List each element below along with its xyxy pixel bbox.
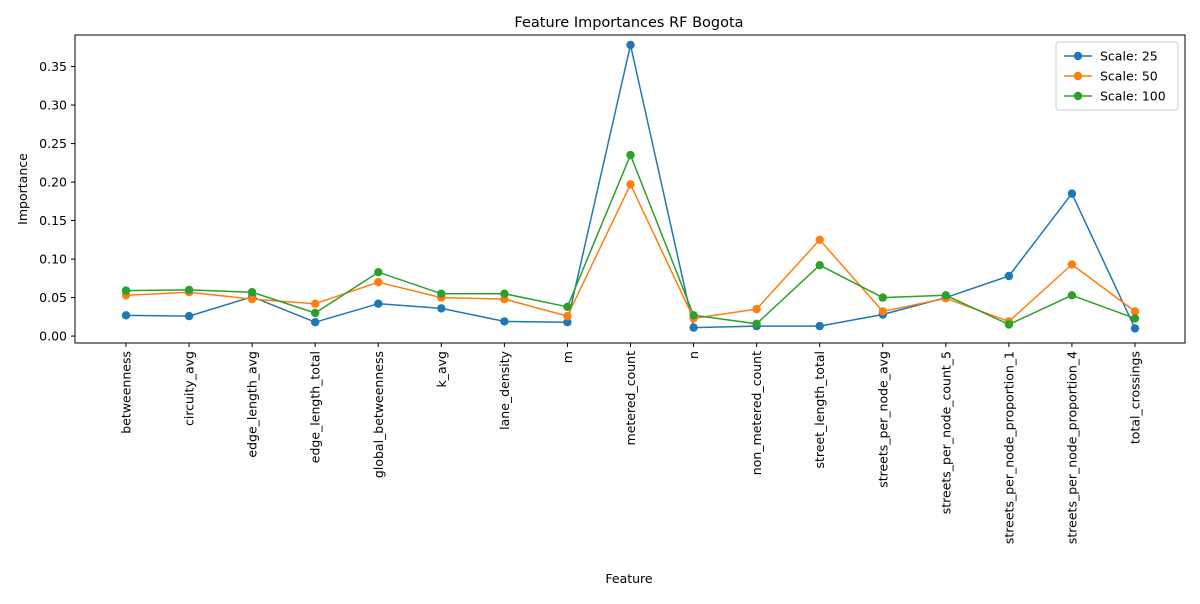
- y-tick-label: 0.05: [39, 290, 67, 305]
- data-point: [1004, 320, 1014, 329]
- x-tick-label: streets_per_node_avg: [875, 351, 890, 488]
- series-2: [121, 180, 1140, 326]
- data-point: [500, 317, 509, 326]
- data-point: [1130, 307, 1140, 316]
- y-tick-label: 0.00: [39, 329, 67, 344]
- x-tick-label: k_avg: [434, 351, 449, 387]
- data-point: [815, 261, 824, 270]
- x-tick-label: non_metered_count: [749, 351, 764, 475]
- data-point: [311, 308, 320, 318]
- plot-frame: [74, 34, 1186, 344]
- data-point: [689, 311, 698, 320]
- data-point: [1067, 189, 1077, 198]
- legend-item: Scale: 50: [1064, 69, 1158, 84]
- x-axis-label: Feature: [605, 571, 653, 586]
- data-point: [311, 318, 320, 327]
- data-point: [689, 323, 698, 332]
- legend: Scale: 25 Scale: 50 Scale: 100: [1055, 41, 1179, 111]
- x-tick-label: street_length_total: [812, 351, 827, 469]
- data-point: [184, 311, 194, 321]
- x-tick-label: m: [560, 351, 575, 363]
- x-tick-label: streets_per_node_count_5: [938, 351, 953, 514]
- data-point: [437, 304, 446, 313]
- x-tick-label: metered_count: [623, 351, 638, 446]
- legend-swatch-marker: [1073, 91, 1083, 101]
- legend-label: Scale: 100: [1100, 89, 1166, 104]
- data-point: [941, 291, 950, 300]
- data-point: [311, 299, 320, 308]
- data-point: [752, 304, 761, 314]
- x-tick-label: circuity_avg: [182, 351, 197, 426]
- data-point: [1067, 291, 1077, 300]
- data-point: [121, 311, 131, 320]
- x-tick-label: streets_per_node_proportion_4: [1064, 351, 1079, 544]
- data-point: [626, 180, 635, 189]
- x-tick-label: betweenness: [119, 351, 134, 434]
- legend-swatch-marker: [1073, 71, 1083, 81]
- x-tick-label: total_crossings: [1128, 351, 1143, 444]
- data-point: [374, 299, 383, 308]
- data-point: [563, 311, 572, 321]
- data-point: [626, 40, 635, 50]
- y-axis-label: Importance: [15, 153, 30, 225]
- y-tick-label: 0.20: [39, 175, 67, 190]
- y-tick-label: 0.15: [39, 213, 67, 228]
- y-tick-label: 0.25: [39, 136, 67, 151]
- data-point: [1067, 260, 1077, 269]
- data-point: [752, 319, 761, 328]
- legend-label: Scale: 25: [1100, 49, 1158, 64]
- data-point: [374, 268, 383, 277]
- data-point: [437, 289, 446, 298]
- data-point: [1004, 271, 1014, 281]
- data-point: [247, 288, 257, 297]
- data-point: [374, 278, 383, 287]
- x-tick-label: edge_length_total: [308, 351, 323, 463]
- legend-swatch-marker: [1073, 51, 1083, 61]
- data-point: [878, 307, 887, 316]
- chart-title: Feature Importances RF Bogota: [514, 15, 743, 31]
- data-point: [1130, 314, 1140, 323]
- data-point: [184, 285, 194, 295]
- data-point: [1130, 324, 1140, 333]
- data-point: [815, 235, 824, 244]
- data-point: [247, 294, 257, 304]
- series-layer: [121, 40, 1140, 333]
- data-point: [563, 318, 572, 327]
- x-tick-label: edge_length_avg: [245, 351, 260, 458]
- axes-layer: 0.00 0.05 0.10 0.15 0.20 0.25 0.30 0.35 betweenn…: [39, 34, 1186, 544]
- data-point: [500, 289, 509, 298]
- x-tick-label: lane_density: [497, 350, 512, 429]
- x-tick-label: streets_per_node_proportion_1: [1001, 351, 1016, 544]
- legend-item: Scale: 100: [1064, 89, 1166, 104]
- legend-item: Scale: 25: [1064, 49, 1158, 64]
- x-tick-label: global_betweenness: [371, 351, 386, 478]
- y-tick-label: 0.30: [39, 98, 67, 113]
- y-tick-label: 0.35: [39, 59, 67, 74]
- legend-label: Scale: 50: [1100, 69, 1158, 84]
- y-tick-label: 0.10: [39, 252, 67, 267]
- data-point: [626, 150, 635, 160]
- legend-box: [1055, 41, 1179, 111]
- data-point: [878, 293, 887, 302]
- data-point: [121, 286, 131, 295]
- data-point: [563, 302, 572, 311]
- series-3: [121, 150, 1140, 329]
- x-tick-label: n: [686, 351, 701, 359]
- data-point: [815, 321, 824, 331]
